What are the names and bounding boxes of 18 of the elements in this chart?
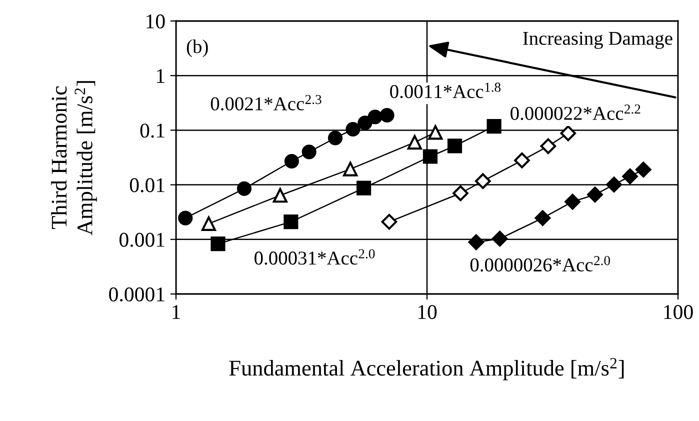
annotation: (b) xyxy=(186,39,208,58)
y-tick-label: 10 xyxy=(146,14,165,28)
annotation: 0.00031*Acc$^{2.0}$ xyxy=(254,249,375,265)
y-tick-label: 0.001 xyxy=(120,232,164,247)
y-tick-label: 1 xyxy=(157,69,164,83)
annotation: 0.0000026*Acc$^{2.0}$ xyxy=(470,256,610,272)
y-tick-label: 0.0001 xyxy=(109,287,164,302)
x-tick-label: 1 xyxy=(172,305,180,319)
x-tick-label: 10 xyxy=(418,305,437,320)
annotation: Increasing Damage xyxy=(523,32,672,49)
annotation: 0.0011*Acc$^{1.8}$ xyxy=(390,82,500,98)
y-axis-title: Third Harmonic Amplitude [m/s$^{2}$] xyxy=(51,81,97,236)
annotation: 0.000022*Acc$^{2.2}$ xyxy=(510,104,640,120)
x-tick-label: 100 xyxy=(664,305,693,320)
annotation: 0.0021*Acc$^{2.3}$ xyxy=(210,94,322,110)
x-axis-title: Fundamental Acceleration Amplitude [m/s$^{2}$] xyxy=(229,358,624,380)
y-tick-label: 0.1 xyxy=(140,124,164,138)
y-tick-label: 0.01 xyxy=(130,178,164,192)
